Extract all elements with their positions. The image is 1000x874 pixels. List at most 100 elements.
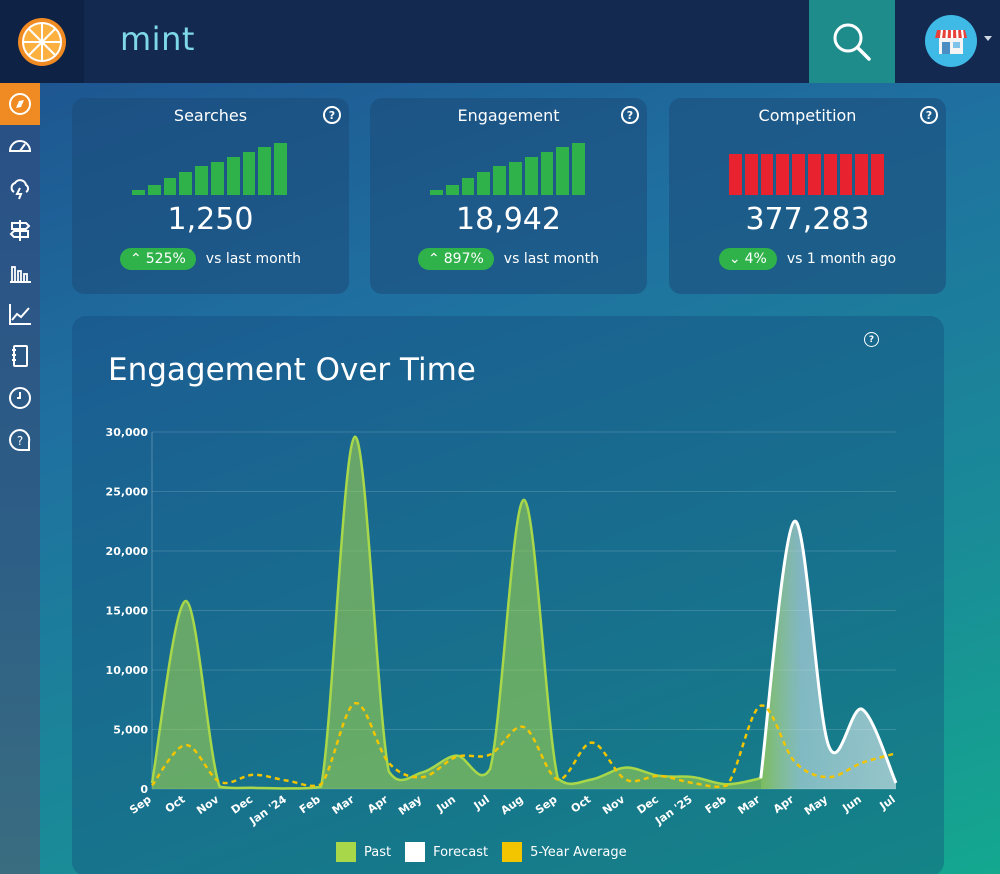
series-5yr-average-line <box>150 702 897 789</box>
sidebar-item-dashboard[interactable] <box>0 125 40 167</box>
x-tick-label: Jun <box>839 793 863 816</box>
mini-bar <box>179 171 193 195</box>
help-icon[interactable]: ? <box>621 106 639 124</box>
storefront-icon <box>935 29 967 54</box>
card-searches: Searches ? 1,250 ⌃ 525% vs last month <box>72 98 349 294</box>
y-tick-label: 5,000 <box>113 724 148 737</box>
x-tick-label: Nov <box>194 792 222 817</box>
y-tick-label: 20,000 <box>106 545 149 558</box>
change-badge: ⌄ 4% <box>718 248 777 270</box>
card-title: Competition <box>758 106 857 125</box>
mini-bar <box>823 154 837 195</box>
card-value: 18,942 <box>456 202 561 237</box>
mini-bar <box>211 161 224 195</box>
x-tick-label: Oct <box>163 793 188 816</box>
mini-bar <box>147 184 161 195</box>
sidebar-item-help[interactable]: ? <box>0 419 40 461</box>
legend-item-forecast[interactable]: Forecast <box>405 842 488 862</box>
mini-bar <box>445 184 459 195</box>
series-forecast-line <box>759 519 898 784</box>
x-tick-label: Jun <box>434 793 458 816</box>
card-engagement: Engagement ? 18,942 ⌃ 897% vs last month <box>370 98 647 294</box>
legend-item-past[interactable]: Past <box>336 842 391 862</box>
cloud-bolt-icon <box>10 179 30 200</box>
x-tick-label: Mar <box>735 792 762 817</box>
legend-swatch <box>502 842 523 862</box>
chevron-up-icon: ⌃ <box>428 251 440 267</box>
legend-item-5yr[interactable]: 5-Year Average <box>502 842 627 862</box>
change-value: 525% <box>145 251 186 267</box>
svg-text:?: ? <box>17 434 23 448</box>
sidebar-item-history[interactable] <box>0 377 40 419</box>
chevron-down-icon[interactable] <box>984 36 992 41</box>
series-past-line <box>150 435 761 790</box>
mini-bar-chart <box>430 143 585 195</box>
engagement-chart: 0 5,000 10,000 15,000 20,000 25,000 30,000 Sep O… <box>106 426 898 828</box>
compare-label: vs last month <box>205 251 301 267</box>
series-forecast-area <box>760 521 896 789</box>
help-icon[interactable]: ? <box>864 332 879 347</box>
help-icon[interactable]: ? <box>920 106 938 124</box>
x-tick-label: Aug <box>498 793 525 818</box>
compare-label: vs 1 month ago <box>786 251 897 267</box>
mini-bar <box>163 177 177 195</box>
x-tick-label: Feb <box>703 793 729 817</box>
mini-bar <box>242 152 256 195</box>
change-badge: ⌃ 525% <box>120 248 196 270</box>
avatar[interactable] <box>925 15 977 67</box>
chevron-down-icon: ⌄ <box>728 251 741 267</box>
compass-icon <box>9 93 31 115</box>
sidebar: ? <box>0 83 40 874</box>
help-bubble-icon: ? <box>9 428 31 451</box>
x-tick-label: Jul <box>471 793 492 813</box>
mini-bar <box>744 154 758 195</box>
x-tick-label: Nov <box>600 792 628 817</box>
x-tick-label: Mar <box>330 792 357 817</box>
legend-label: Past <box>364 844 392 860</box>
mini-bar <box>776 154 790 195</box>
y-tick-label: 15,000 <box>106 605 149 618</box>
mini-bar <box>509 161 522 195</box>
mini-bar <box>572 143 585 195</box>
chevron-up-icon: ⌃ <box>130 251 142 267</box>
line-chart-icon <box>9 304 31 325</box>
change-badge: ⌃ 897% <box>418 248 494 270</box>
legend-label: Forecast <box>433 844 489 860</box>
orange-slice-icon <box>18 17 66 66</box>
mini-bar <box>477 171 491 195</box>
sidebar-item-notebook[interactable] <box>0 335 40 377</box>
y-tick-label: 0 <box>140 783 148 796</box>
mini-bar <box>540 152 554 195</box>
search-button[interactable] <box>809 0 895 83</box>
y-tick-label: 25,000 <box>106 486 149 499</box>
sidebar-item-line-stats[interactable] <box>0 293 40 335</box>
mini-bar <box>839 154 853 195</box>
x-tick-label: Feb <box>297 793 323 817</box>
card-value: 1,250 <box>167 202 254 237</box>
help-icon[interactable]: ? <box>323 106 341 124</box>
series-past-area <box>152 436 761 789</box>
card-title: Searches <box>173 106 248 125</box>
sidebar-item-directions[interactable] <box>0 209 40 251</box>
logo[interactable] <box>0 0 84 83</box>
mini-bar <box>792 154 805 195</box>
top-bar: mint <box>0 0 1000 83</box>
mini-bar <box>274 143 287 195</box>
chart-legend: Past Forecast 5-Year Average <box>336 842 627 862</box>
compare-label: vs last month <box>503 251 599 267</box>
sidebar-item-trends[interactable] <box>0 167 40 209</box>
sidebar-item-discover[interactable] <box>0 83 40 125</box>
search-icon <box>833 23 871 61</box>
signpost-icon <box>9 220 31 241</box>
card-competition: Competition ? 377,283 ⌄ 4% vs 1 month ago <box>669 98 946 294</box>
y-tick-label: 30,000 <box>106 426 149 439</box>
x-tick-label: Sep <box>533 793 560 817</box>
mini-bar <box>461 177 475 195</box>
mini-bar <box>556 147 570 195</box>
mini-bar <box>493 166 506 195</box>
mini-bar-chart <box>729 143 884 195</box>
x-tick-label: Sep <box>127 793 154 817</box>
mini-bar <box>729 154 742 195</box>
mini-bar <box>524 157 538 195</box>
sidebar-item-bar-stats[interactable] <box>0 251 40 293</box>
